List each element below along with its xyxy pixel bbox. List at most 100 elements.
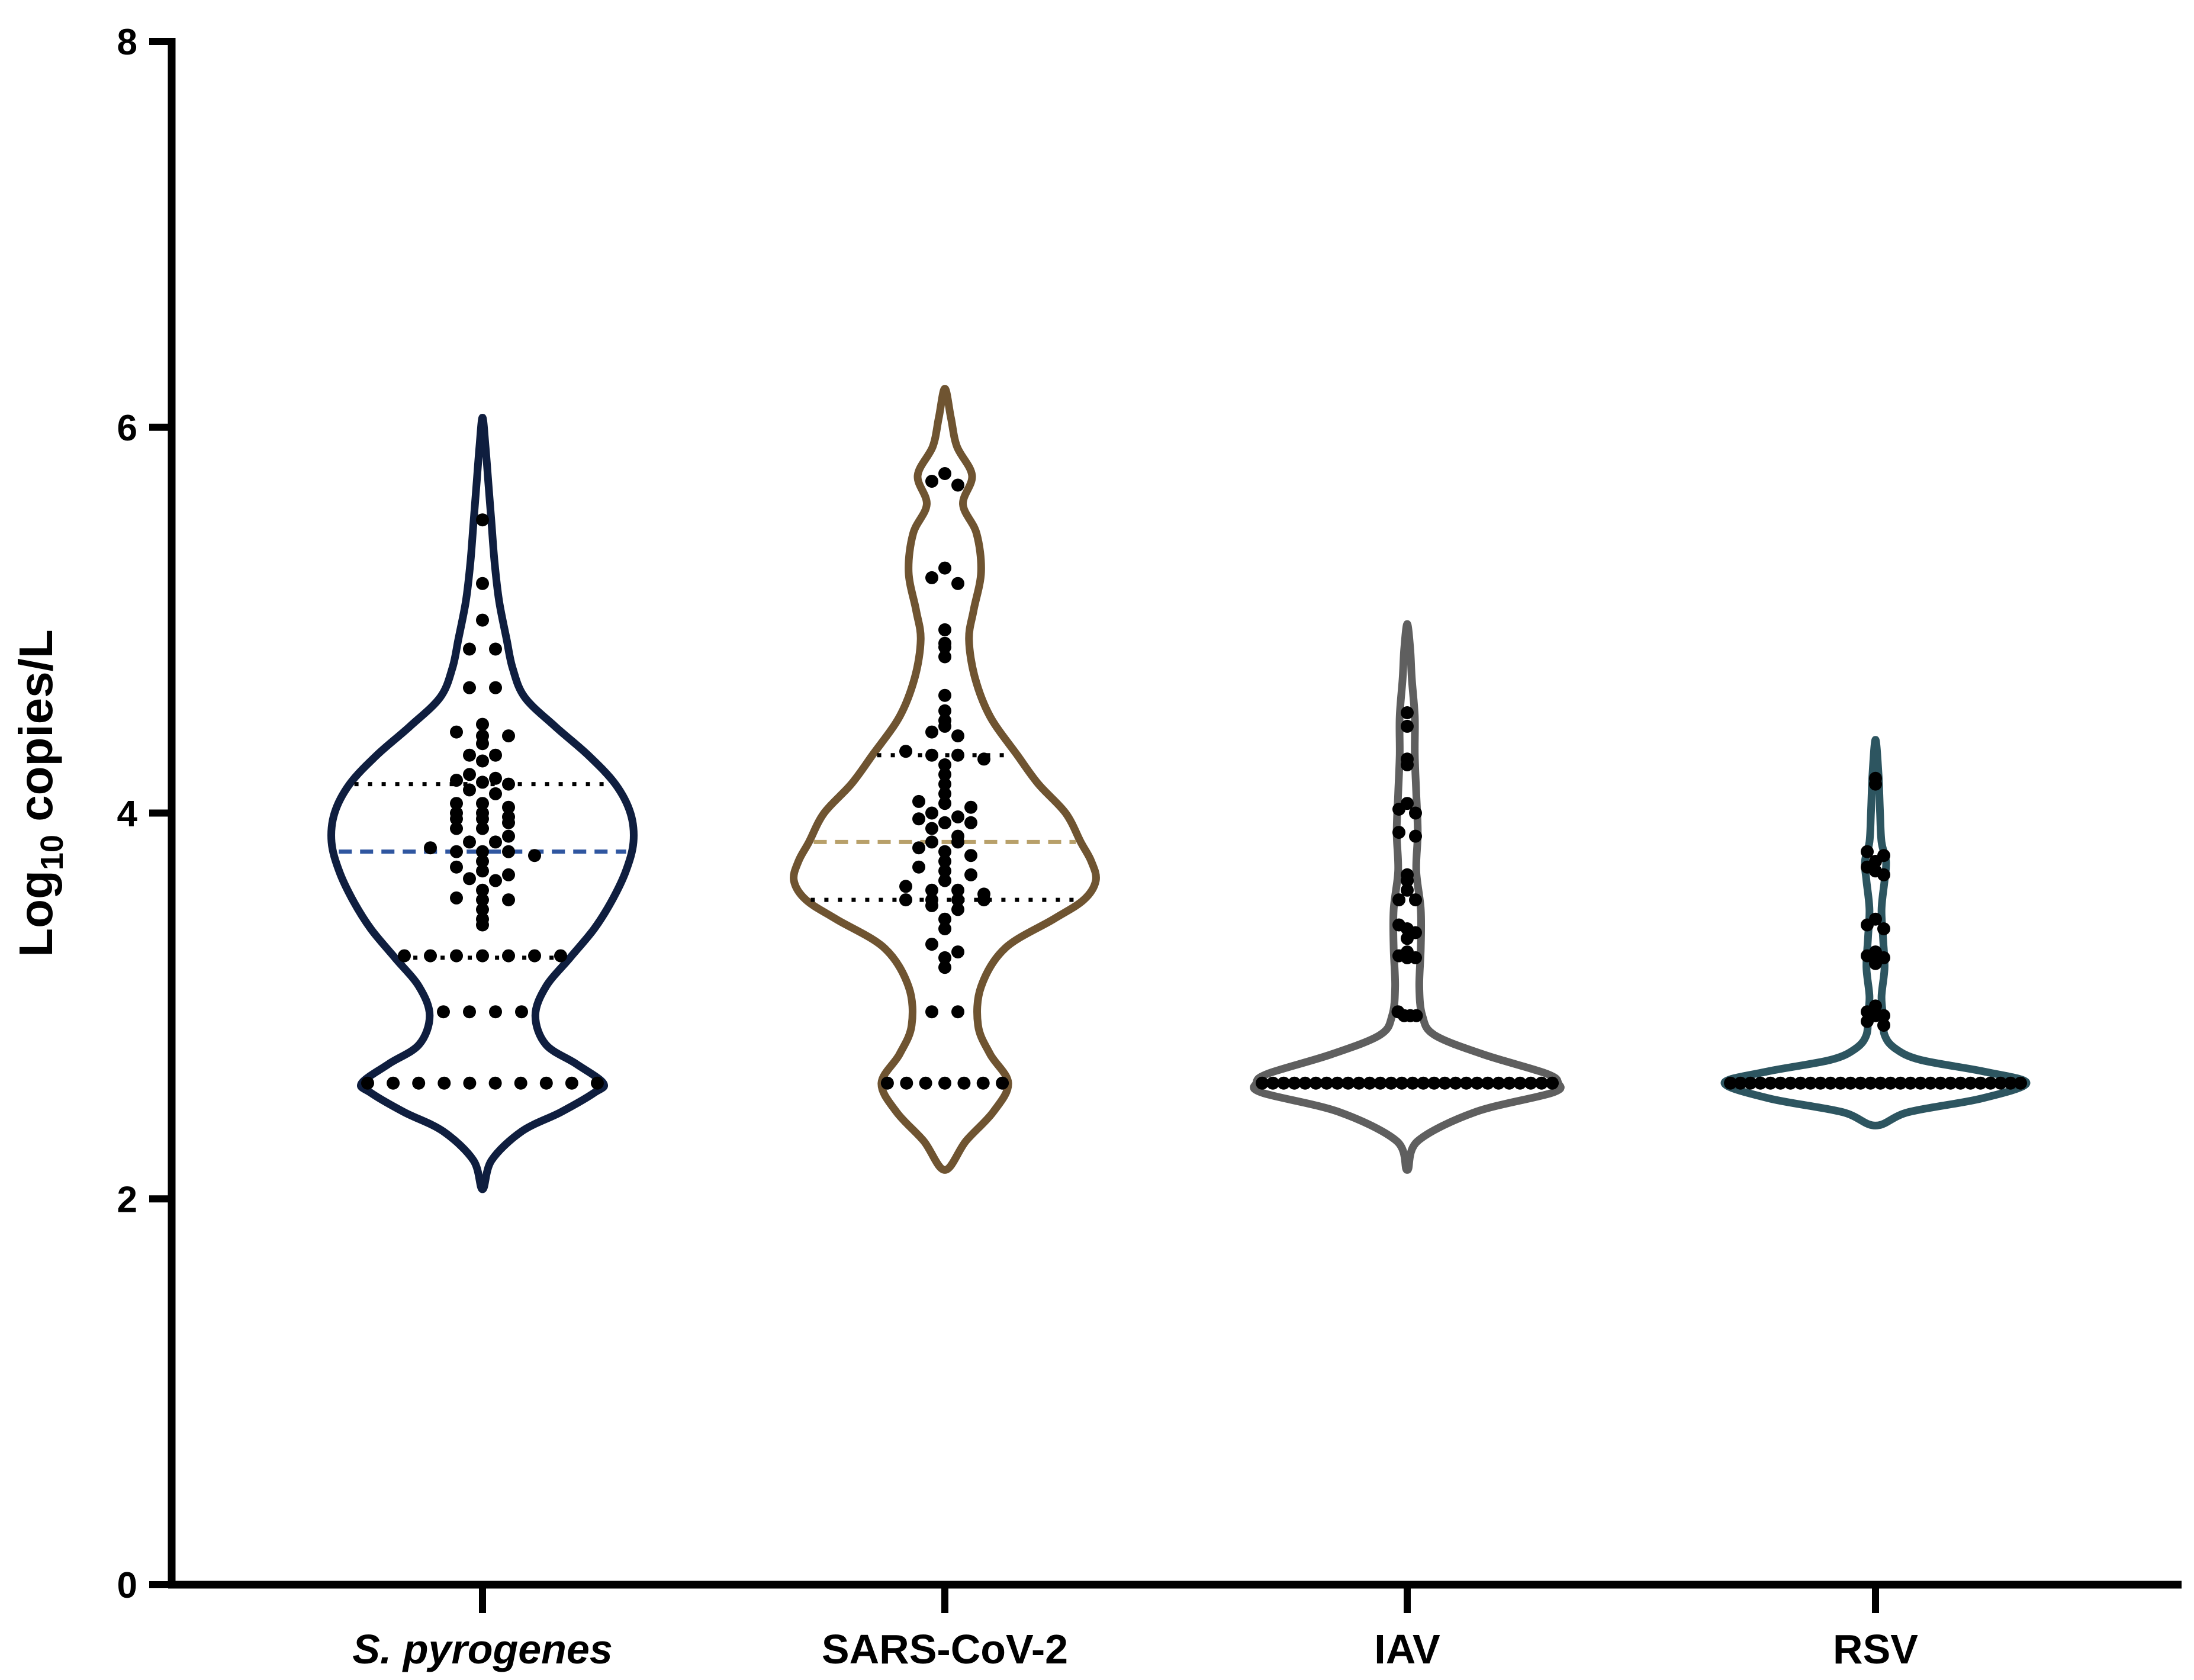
data-point [951,1005,964,1019]
data-point [964,849,977,862]
data-point [938,912,951,926]
data-point [450,949,463,963]
data-point [912,794,925,808]
data-point [1814,1076,1828,1090]
data-point [463,783,476,797]
data-point [450,725,463,739]
data-point [1874,1076,1887,1090]
data-point [1954,1076,1967,1090]
data-point [925,938,938,951]
data-point [951,903,964,916]
data-point [1546,1076,1559,1090]
data-point [1410,1009,1423,1022]
data-point [1401,883,1414,897]
data-point [1363,1076,1376,1090]
data-point [1409,893,1422,907]
data-point [1298,1076,1312,1090]
data-point [489,835,502,849]
data-point [1904,1076,1918,1090]
data-point [951,577,964,590]
data-point [951,893,964,907]
data-point [1256,1076,1269,1090]
data-point [1395,1076,1408,1090]
data-point [1894,1076,1907,1090]
violins-layer [327,385,2031,1193]
data-point [1401,719,1414,733]
data-point [476,775,489,789]
data-point [925,835,938,849]
data-point [1266,1076,1280,1090]
data-point [502,816,515,829]
data-point [361,1076,374,1090]
data-point [938,650,951,664]
data-point [463,768,476,781]
data-point [938,623,951,636]
data-point [463,872,476,886]
data-point [387,1076,400,1090]
data-point [1331,1076,1344,1090]
data-point [938,787,951,800]
data-point [1320,1076,1333,1090]
data-point [1764,1076,1777,1090]
data-point [1774,1076,1787,1090]
data-point [1844,1076,1857,1090]
y-tick-label: 2 [117,1179,137,1220]
x-tick-label-iav: IAV [1374,1626,1440,1672]
data-point [476,949,489,963]
x-tick-label-sars-cov-2: SARS-CoV-2 [822,1626,1068,1672]
data-point [1754,1076,1767,1090]
data-point [476,577,489,590]
data-point [502,893,515,907]
data-point [938,1076,951,1090]
data-point [1824,1076,1837,1090]
data-point [476,754,489,768]
data-point [938,704,951,717]
data-point [476,812,489,826]
data-point [951,945,964,959]
data-point [1944,1076,1957,1090]
data-point [925,748,938,762]
data-point [1861,918,1874,932]
data-point [437,1076,451,1090]
data-point [450,812,463,826]
data-point [463,1076,477,1090]
data-point [899,880,912,893]
data-point [476,822,489,835]
data-point [476,855,489,868]
data-point [925,822,938,835]
data-point [1438,1076,1452,1090]
data-point [1392,803,1405,816]
data-point [925,806,938,820]
data-point [925,475,938,488]
data-point [1861,845,1874,858]
data-point [880,1076,894,1090]
data-point [977,752,990,766]
data-point [1309,1076,1323,1090]
data-point [912,860,925,874]
data-point [528,949,541,963]
data-point [1861,1015,1874,1028]
data-point [938,758,951,771]
data-point [1492,1076,1505,1090]
data-point [502,868,515,881]
data-point [925,883,938,897]
data-point [1984,1076,1997,1090]
data-point [938,719,951,733]
data-point [450,860,463,874]
data-point [1914,1076,1927,1090]
data-point [488,1076,502,1090]
data-point [1401,874,1414,887]
data-point [1449,1076,1462,1090]
data-point [514,1076,527,1090]
data-point [1288,1076,1301,1090]
data-point [450,774,463,787]
data-point [502,800,515,814]
data-point [1794,1076,1807,1090]
data-point [1994,1076,2008,1090]
points-layer [361,467,2027,1090]
data-point [938,845,951,858]
data-point [951,883,964,897]
y-tick-label: 0 [117,1565,137,1606]
data-point [1877,1009,1890,1022]
data-point [476,883,489,897]
